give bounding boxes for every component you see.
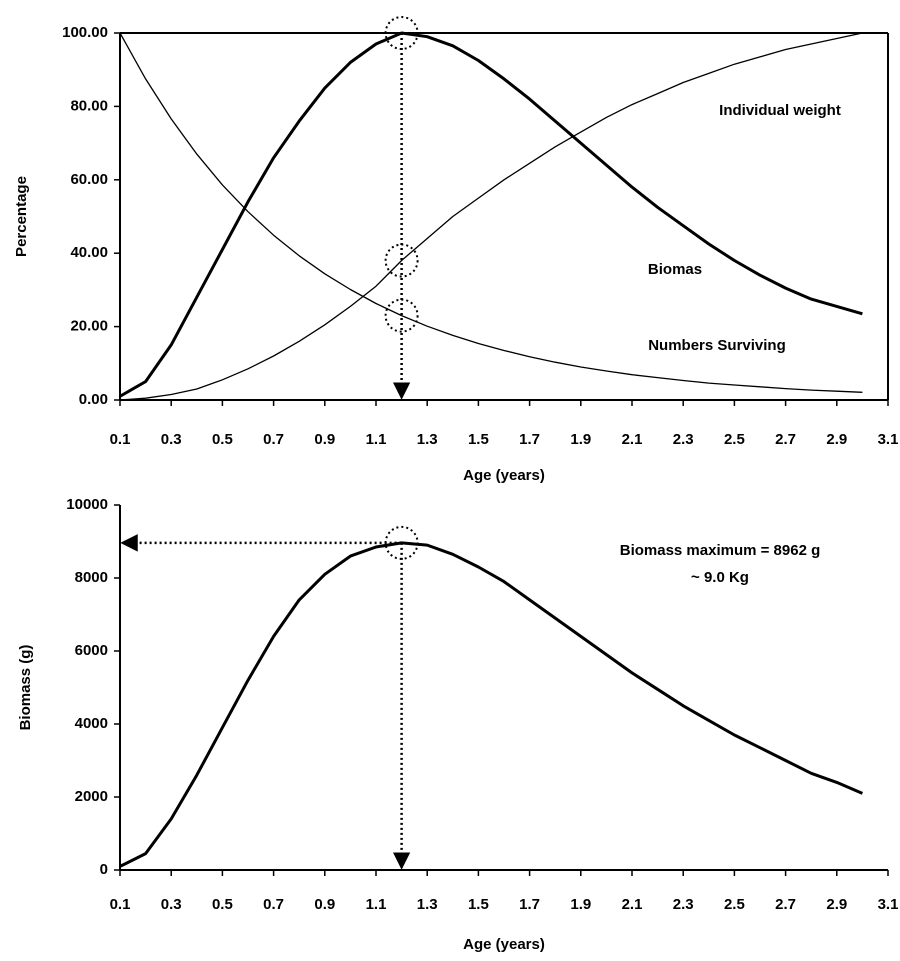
x-tick-label: 1.3 xyxy=(417,431,438,448)
x-tick-label: 0.5 xyxy=(212,431,233,448)
y-tick-label: 60.00 xyxy=(70,171,108,188)
x-tick-label: 2.1 xyxy=(622,431,643,448)
x-tick-label: 0.1 xyxy=(110,896,131,913)
y-tick-label: 8000 xyxy=(75,569,108,586)
series-label: Biomas xyxy=(648,261,702,278)
x-tick-label: 1.5 xyxy=(468,896,489,913)
highlight-circle xyxy=(384,298,419,333)
y-tick-label: 0 xyxy=(100,861,108,878)
y-tick-label: 80.00 xyxy=(70,97,108,114)
x-tick-label: 1.7 xyxy=(519,896,540,913)
highlight-circle xyxy=(384,243,419,278)
annotation: ~ 9.0 Kg xyxy=(691,569,749,586)
x-tick-label: 1.1 xyxy=(366,431,387,448)
x-tick-label: 2.5 xyxy=(724,431,745,448)
y-tick-label: 20.00 xyxy=(70,318,108,335)
x-tick-label: 2.5 xyxy=(724,896,745,913)
x-tick-label: 2.7 xyxy=(775,896,796,913)
y-axis-title: Biomass (g) xyxy=(17,645,34,731)
x-tick-label: 0.9 xyxy=(314,431,335,448)
annotation: Biomass maximum = 8962 g xyxy=(620,542,821,559)
x-tick-label: 1.7 xyxy=(519,431,540,448)
x-tick-label: 3.1 xyxy=(878,896,899,913)
x-tick-label: 2.7 xyxy=(775,431,796,448)
y-tick-label: 2000 xyxy=(75,788,108,805)
y-tick-label: 0.00 xyxy=(79,391,108,408)
x-tick-label: 0.3 xyxy=(161,431,182,448)
x-tick-label: 1.9 xyxy=(570,431,591,448)
x-axis-title: Age (years) xyxy=(463,467,545,484)
x-tick-label: 1.1 xyxy=(366,896,387,913)
x-tick-label: 2.9 xyxy=(826,431,847,448)
y-tick-label: 100.00 xyxy=(62,24,108,41)
series-label: Individual weight xyxy=(719,102,841,119)
x-tick-label: 0.7 xyxy=(263,896,284,913)
y-axis-title: Percentage xyxy=(13,176,30,257)
x-tick-label: 2.1 xyxy=(622,896,643,913)
highlight-circle xyxy=(384,16,419,50)
x-tick-label: 0.9 xyxy=(314,896,335,913)
x-tick-label: 3.1 xyxy=(878,431,899,448)
series-line xyxy=(119,541,863,868)
x-tick-label: 2.3 xyxy=(673,896,694,913)
x-tick-label: 0.7 xyxy=(263,431,284,448)
x-tick-label: 0.1 xyxy=(110,431,131,448)
highlight-circle xyxy=(384,525,419,560)
series-label: Numbers Surviving xyxy=(648,337,786,354)
x-axis-title: Age (years) xyxy=(463,936,545,953)
y-tick-label: 10000 xyxy=(66,496,108,513)
x-tick-label: 2.9 xyxy=(826,896,847,913)
series-line xyxy=(119,32,863,401)
y-tick-label: 4000 xyxy=(75,715,108,732)
y-tick-label: 6000 xyxy=(75,642,108,659)
series-line xyxy=(119,32,863,393)
x-tick-label: 1.9 xyxy=(570,896,591,913)
x-tick-label: 1.5 xyxy=(468,431,489,448)
x-tick-label: 2.3 xyxy=(673,431,694,448)
y-tick-label: 40.00 xyxy=(70,244,108,261)
x-tick-label: 0.5 xyxy=(212,896,233,913)
x-tick-label: 0.3 xyxy=(161,896,182,913)
series-line xyxy=(119,31,863,398)
x-tick-label: 1.3 xyxy=(417,896,438,913)
